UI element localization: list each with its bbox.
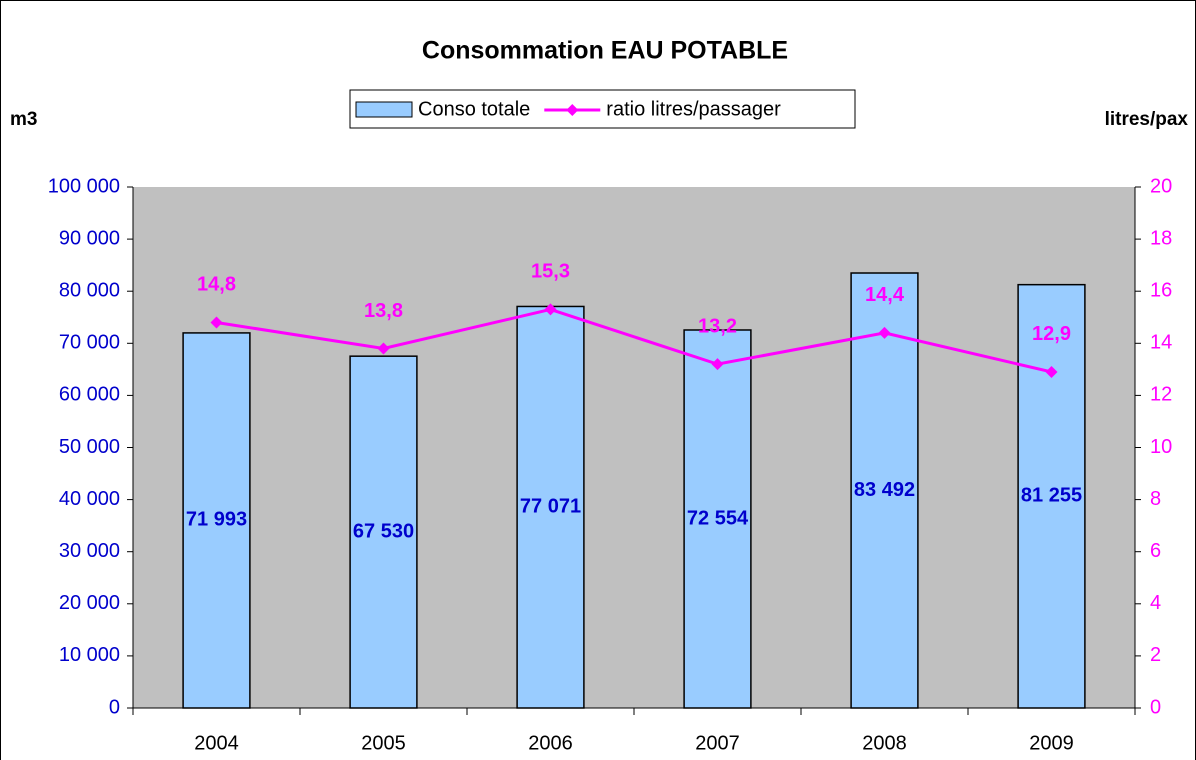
chart-title: Consommation EAU POTABLE (422, 37, 788, 65)
y-tick-label: 10 000 (59, 644, 120, 666)
y-tick-label: 70 000 (59, 332, 120, 354)
legend-label: Conso totale (418, 98, 530, 120)
bar-value-label: 77 071 (520, 496, 581, 518)
y-tick-label: 0 (109, 696, 120, 718)
y2-tick-label: 2 (1150, 644, 1161, 666)
line-marker (711, 358, 724, 371)
y2-tick-label: 6 (1150, 540, 1161, 562)
y-tick-label: 100 000 (48, 175, 120, 197)
line (216, 307, 1052, 374)
line-value-label: 13,2 (698, 315, 737, 337)
line-marker (210, 316, 223, 329)
x-tick-label: 2008 (862, 732, 907, 754)
line-marker (878, 326, 891, 339)
line-value-label: 12,9 (1032, 323, 1071, 345)
legend-label: ratio litres/passager (606, 98, 781, 120)
line-marker (1045, 365, 1058, 378)
y2-tick-label: 12 (1150, 384, 1172, 406)
x-tick-label: 2004 (194, 732, 239, 754)
line-value-label: 13,8 (364, 300, 403, 322)
y2-tick-label: 18 (1150, 227, 1172, 249)
bar-value-label: 81 255 (1021, 485, 1082, 507)
y-axis-title: m3 (10, 109, 37, 130)
bar-value-label: 83 492 (854, 479, 915, 501)
bar-value-label: 71 993 (186, 509, 247, 531)
x-tick-label: 2009 (1029, 732, 1074, 754)
y2-tick-label: 14 (1150, 332, 1172, 354)
y-tick-label: 20 000 (59, 592, 120, 614)
bar-value-label: 72 554 (687, 507, 749, 529)
y2-tick-label: 10 (1150, 436, 1172, 458)
y-tick-label: 50 000 (59, 436, 120, 458)
x-tick-label: 2006 (528, 732, 573, 754)
x-tick-label: 2007 (695, 732, 740, 754)
x-tick-label: 2005 (361, 732, 406, 754)
legend-box (349, 89, 856, 129)
legend-swatch (355, 101, 413, 118)
line-marker (377, 342, 390, 355)
y2-tick-label: 20 (1150, 175, 1172, 197)
line-value-label: 14,4 (865, 284, 905, 306)
y2-tick-label: 8 (1150, 488, 1161, 510)
y-tick-label: 60 000 (59, 384, 120, 406)
y2-tick-label: 0 (1150, 696, 1161, 718)
y2-axis-title: litres/pax (1105, 109, 1189, 130)
y-tick-label: 90 000 (59, 227, 120, 249)
plot-area (133, 187, 1135, 708)
bar (683, 329, 752, 709)
y-tick-label: 80 000 (59, 279, 120, 301)
legend-swatch-marker (566, 104, 579, 116)
line-marker (544, 303, 557, 316)
line-value-label: 15,3 (531, 261, 570, 283)
bar (182, 332, 251, 709)
y-tick-label: 30 000 (59, 540, 120, 562)
line-value-label: 14,8 (197, 274, 236, 296)
y2-tick-label: 4 (1150, 592, 1161, 614)
bar (516, 305, 585, 709)
y2-tick-label: 16 (1150, 279, 1172, 301)
bar (349, 355, 418, 709)
bar (1017, 283, 1086, 709)
bar-value-label: 67 530 (353, 520, 414, 542)
bar (850, 272, 919, 709)
y-tick-label: 40 000 (59, 488, 120, 510)
